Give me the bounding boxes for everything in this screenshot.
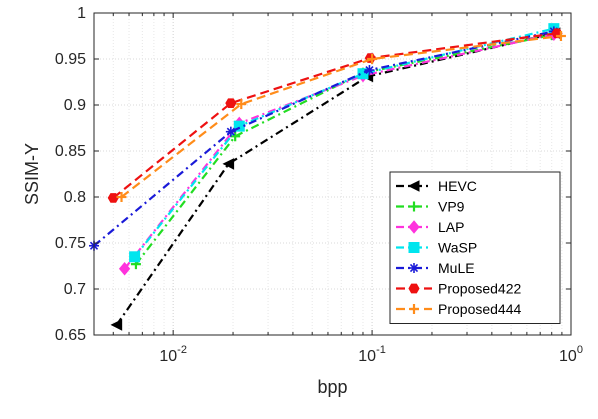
y-tick-label: 0.8	[64, 189, 86, 206]
legend-label: LAP	[438, 219, 464, 235]
data-point-marker	[129, 251, 141, 263]
y-axis-label: SSIM-Y	[22, 143, 42, 205]
y-tick-label: 0.95	[55, 51, 86, 68]
marker-stroke	[365, 65, 374, 75]
data-point-marker	[225, 98, 237, 108]
y-tick-label: 0.65	[55, 327, 86, 344]
data-point-marker	[236, 99, 247, 110]
legend-label: VP9	[438, 199, 465, 215]
legend-item-proposed422: Proposed422	[396, 281, 522, 297]
y-tick-label: 0.7	[64, 281, 86, 298]
data-point-marker	[409, 201, 419, 212]
data-point-marker	[230, 131, 241, 142]
series-proposed444	[116, 31, 566, 202]
data-point-marker	[116, 192, 127, 202]
marker-stroke	[409, 263, 419, 273]
legend-label: Proposed444	[438, 301, 522, 317]
data-point-marker	[409, 263, 419, 273]
y-tick-label: 0.9	[64, 97, 86, 114]
data-point-marker	[357, 68, 369, 80]
axis-ticks: 0.65 0.7 0.75 0.8 0.85 0.9 0.95 1 10-2 10-1 100	[55, 5, 583, 365]
x-tick-label: 10-1	[358, 344, 386, 365]
y-tick-label: 1	[77, 5, 86, 22]
series-line	[120, 34, 562, 198]
legend: HEVC VP9 LAP WaSP MuLE Proposed422 Proposed444	[389, 171, 561, 324]
legend-item-hevc: HEVC	[396, 178, 477, 194]
legend-label: Proposed422	[438, 281, 522, 297]
series-line	[112, 32, 558, 199]
legend-item-proposed444: Proposed444	[396, 301, 522, 317]
data-point-marker	[118, 261, 131, 276]
data-point-marker	[408, 283, 420, 294]
y-tick-label: 0.75	[55, 235, 86, 252]
series-line	[93, 30, 555, 247]
series-line	[135, 34, 552, 265]
data-point-marker	[407, 180, 420, 192]
data-point-marker	[222, 158, 235, 170]
data-point-marker	[364, 65, 375, 76]
legend-label: HEVC	[438, 178, 477, 194]
x-tick-label: 100	[559, 344, 583, 365]
plot-frame	[93, 12, 572, 336]
marker-stroke	[226, 127, 235, 136]
legend-label: MuLE	[438, 260, 475, 276]
series-lines	[89, 23, 566, 331]
legend-item-wasp: WaSP	[396, 240, 477, 256]
legend-item-lap: LAP	[396, 219, 464, 235]
x-tick-label: 10-2	[159, 344, 187, 365]
data-point-marker	[409, 304, 419, 314]
legend-item-vp9: VP9	[396, 199, 465, 215]
data-point-marker	[555, 31, 566, 41]
legend-label: WaSP	[438, 240, 477, 256]
legend-item-mule: MuLE	[396, 260, 475, 276]
data-point-marker	[107, 193, 119, 203]
data-point-marker	[110, 319, 123, 331]
data-point-marker	[367, 54, 378, 64]
data-point-marker	[408, 220, 420, 234]
series-proposed422	[107, 28, 563, 203]
data-point-marker	[408, 242, 420, 253]
data-point-marker	[225, 126, 236, 137]
x-axis-label: bpp	[317, 377, 347, 397]
y-tick-label: 0.85	[55, 143, 86, 160]
